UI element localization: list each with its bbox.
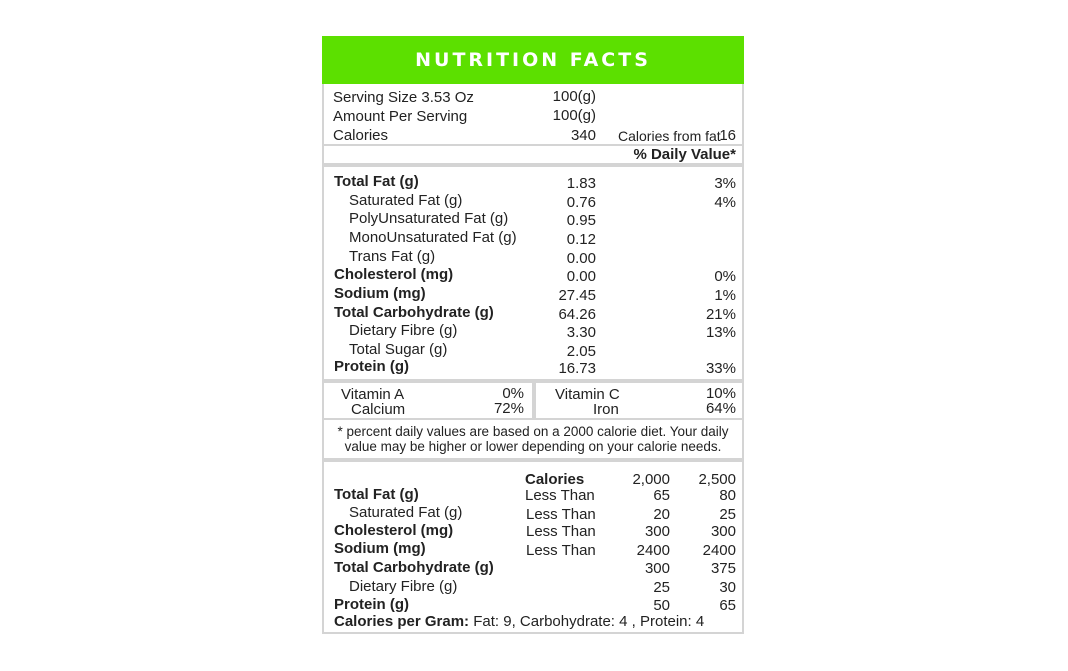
amount-per-serving-label: Amount Per Serving: [333, 108, 468, 125]
reference-nutrient-name: Saturated Fat (g): [349, 504, 463, 521]
vitamin-c-label: Vitamin C: [555, 386, 620, 403]
nutrient-daily-value: 3%: [714, 175, 736, 192]
reference-value-2500: 80: [719, 487, 736, 504]
nutrient-amount: 0.12: [566, 231, 596, 248]
calcium-value: 72%: [493, 400, 524, 417]
nutrient-amount: 27.45: [558, 287, 596, 304]
nutrient-amount: 3.30: [566, 324, 596, 341]
nutrient-name: Total Sugar (g): [349, 341, 448, 358]
nutrition-facts-label: NUTRITION FACTS Serving Size 3.53 Oz 100…: [322, 36, 744, 634]
vitamin-c-value: 10%: [705, 385, 736, 402]
reference-qualifier: Less Than: [526, 506, 596, 523]
reference-col1-header: 2,000: [632, 471, 670, 488]
calories-label: Calories: [333, 127, 389, 144]
nutrition-facts-title: NUTRITION FACTS: [322, 36, 744, 84]
nutrient-daily-value: 21%: [705, 306, 736, 323]
footnote-line-1: * percent daily values are based on a 20…: [337, 424, 729, 439]
reference-value-2000: 50: [653, 597, 670, 614]
nutrient-amount: 0.76: [566, 194, 596, 211]
reference-value-2500: 2400: [702, 542, 736, 559]
nutrient-daily-value: 0%: [714, 268, 736, 285]
reference-value-2000: 300: [644, 523, 670, 540]
divider: [324, 163, 742, 167]
divider: [324, 418, 742, 420]
nutrient-name: Total Carbohydrate (g): [334, 304, 494, 321]
reference-value-2000: 300: [644, 560, 670, 577]
nutrient-name: MonoUnsaturated Fat (g): [349, 229, 517, 246]
reference-nutrient-name: Dietary Fibre (g): [349, 578, 458, 595]
reference-calories-header: Calories: [525, 471, 585, 488]
divider: [324, 458, 742, 462]
calories-value: 340: [570, 127, 596, 144]
divider: [324, 144, 742, 146]
calcium-label: Calcium: [351, 401, 406, 418]
nutrient-name: Protein (g): [334, 358, 409, 375]
calories-per-gram-label: Calories per Gram:: [334, 613, 470, 630]
serving-size-value: 100(g): [552, 88, 596, 105]
calories-per-gram: Calories per Gram: Fat: 9, Carbohydrate:…: [334, 613, 704, 630]
nutrient-amount: 16.73: [558, 360, 596, 377]
reference-value-2500: 300: [710, 523, 736, 540]
nutrient-name: Total Fat (g): [334, 173, 419, 190]
nutrient-daily-value: 13%: [705, 324, 736, 341]
calories-from-fat-value: 16: [719, 127, 736, 144]
nutrient-name: Dietary Fibre (g): [349, 322, 458, 339]
reference-value-2500: 375: [710, 560, 736, 577]
reference-qualifier: Less Than: [526, 523, 596, 540]
calories-per-gram-value: Fat: 9, Carbohydrate: 4 , Protein: 4: [473, 613, 705, 630]
reference-qualifier: Less Than: [525, 487, 595, 504]
nutrient-amount: 0.00: [566, 250, 596, 267]
amount-per-serving-value: 100(g): [552, 107, 596, 124]
vitamin-a-value: 0%: [502, 385, 524, 402]
nutrient-name: Trans Fat (g): [349, 248, 436, 265]
daily-value-header: % Daily Value*: [633, 146, 736, 163]
vertical-divider: [532, 383, 536, 418]
reference-nutrient-name: Total Carbohydrate (g): [334, 559, 494, 576]
divider: [324, 379, 742, 383]
nutrient-amount: 64.26: [558, 306, 596, 323]
nutrient-daily-value: 33%: [705, 360, 736, 377]
nutrient-name: PolyUnsaturated Fat (g): [349, 210, 509, 227]
reference-nutrient-name: Total Fat (g): [334, 486, 419, 503]
nutrient-amount: 1.83: [566, 175, 596, 192]
nutrient-amount: 2.05: [566, 343, 596, 360]
reference-col2-header: 2,500: [698, 471, 736, 488]
footnote-line-2: value may be higher or lower depending o…: [344, 439, 722, 454]
reference-value-2000: 20: [653, 506, 670, 523]
reference-nutrient-name: Cholesterol (mg): [334, 522, 454, 539]
reference-nutrient-name: Protein (g): [334, 596, 409, 613]
iron-value: 64%: [705, 400, 736, 417]
nutrient-daily-value: 4%: [714, 194, 736, 211]
calories-from-fat-label: Calories from fat: [618, 128, 721, 144]
nutrient-amount: 0.00: [566, 268, 596, 285]
reference-value-2500: 65: [719, 597, 736, 614]
reference-value-2500: 25: [719, 506, 736, 523]
reference-value-2000: 2400: [636, 542, 670, 559]
reference-value-2500: 30: [719, 579, 736, 596]
reference-value-2000: 65: [653, 487, 670, 504]
reference-value-2000: 25: [653, 579, 670, 596]
reference-nutrient-name: Sodium (mg): [334, 540, 426, 557]
nutrient-amount: 0.95: [566, 212, 596, 229]
nutrient-name: Saturated Fat (g): [349, 192, 463, 209]
nutrient-daily-value: 1%: [714, 287, 736, 304]
nutrient-name: Sodium (mg): [334, 285, 426, 302]
vitamin-a-label: Vitamin A: [341, 386, 405, 403]
reference-qualifier: Less Than: [526, 542, 596, 559]
serving-size-label: Serving Size 3.53 Oz: [333, 89, 474, 106]
iron-label: Iron: [593, 401, 619, 418]
nutrient-name: Cholesterol (mg): [334, 266, 454, 283]
